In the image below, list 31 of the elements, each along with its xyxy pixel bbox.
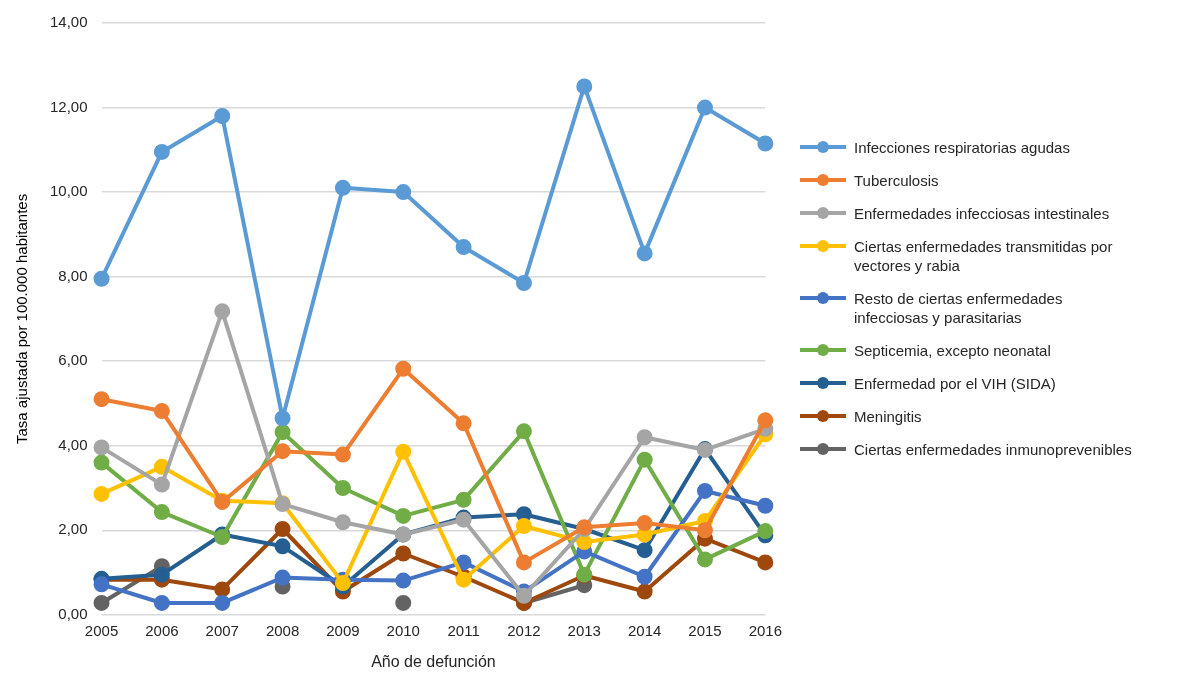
x-tick-label: 2014 (627, 621, 662, 639)
y-tick-label: 6,00 (58, 351, 88, 369)
x-tick-label: 2011 (447, 621, 480, 639)
legend-label: Infecciones respiratorias agudas (854, 138, 1071, 157)
x-axis-title: Año de defunción (371, 652, 496, 670)
legend-label: Enfermedad por el VIH (SIDA) (854, 374, 1057, 393)
legend-label: Ciertas enfermedades inmunoprevenibles (854, 440, 1133, 459)
y-tick-label: 12,00 (49, 97, 88, 115)
legend-label: Enfermedades infecciosas intestinales (854, 204, 1111, 223)
x-tick-label: 2005 (84, 621, 119, 639)
x-tick-label: 2008 (265, 621, 300, 639)
x-tick-label: 2015 (688, 621, 722, 639)
legend-label: Meningitis (854, 407, 923, 426)
y-tick-label: 0,00 (58, 604, 88, 622)
x-tick-label: 2013 (567, 621, 601, 639)
x-tick-label: 2006 (145, 621, 179, 639)
y-tick-label: 8,00 (58, 266, 88, 284)
legend-label: Septicemia, excepto neonatal (854, 341, 1052, 360)
x-tick-label: 2016 (748, 621, 782, 639)
y-axis-title: Tasa ajustada por 100.000 habitantes (13, 193, 31, 444)
y-tick-label: 14,00 (49, 13, 88, 31)
y-tick-label: 4,00 (58, 435, 88, 453)
x-tick-label: 2007 (205, 621, 239, 639)
y-tick-label: 10,00 (49, 182, 88, 200)
legend-label: Resto de ciertas enfermedades infecciosas y parasitarias (854, 289, 1064, 327)
x-tick-label: 2010 (386, 621, 420, 639)
x-tick-label: 2012 (507, 621, 541, 639)
legend-label: Tuberculosis (854, 171, 940, 190)
x-tick-label: 2009 (326, 621, 360, 639)
y-tick-label: 2,00 (58, 520, 88, 538)
legend-label: Ciertas enfermedades transmitidas por vectores y rabia (854, 237, 1114, 275)
